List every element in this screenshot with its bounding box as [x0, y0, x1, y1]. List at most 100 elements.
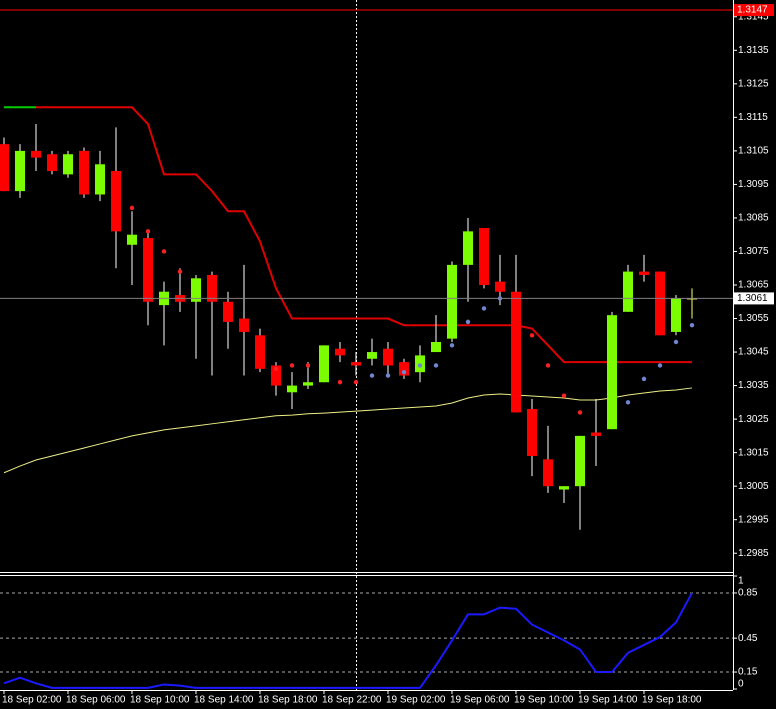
candle-body	[255, 335, 265, 369]
price-label-box	[734, 292, 774, 305]
candle-body	[0, 144, 9, 192]
candle-body	[447, 264, 457, 339]
y-tick-label: 1.3045	[738, 347, 769, 358]
candle-body	[191, 278, 201, 302]
sar-dot	[673, 339, 679, 345]
sar-dot	[353, 380, 359, 385]
x-tick-label: 18 Sep 02:00	[2, 695, 62, 706]
candle-body	[655, 271, 665, 336]
y-tick-label: 1.3145	[738, 11, 769, 22]
sar-dot	[465, 319, 471, 325]
sar-dot	[449, 343, 455, 348]
price-label-box	[734, 4, 774, 17]
sar-dot	[481, 306, 487, 311]
y-tick-label: 1.3035	[738, 380, 769, 391]
sar-dot	[161, 249, 167, 254]
candle-body	[303, 382, 313, 386]
candle-body	[15, 150, 25, 192]
candle-body	[207, 274, 217, 302]
sar-dot	[177, 269, 183, 274]
candle-body	[671, 298, 681, 332]
sar-dot	[689, 323, 695, 328]
candle-body	[271, 365, 281, 386]
y-tick-label: 1.2985	[738, 548, 769, 559]
candle-body	[639, 271, 649, 275]
candle-body	[607, 315, 617, 430]
candle-body	[351, 362, 361, 366]
sar-dot	[273, 366, 279, 372]
y-tick-label: 1.3125	[738, 78, 769, 89]
y-tick-label: 1.3025	[738, 414, 769, 425]
candle-body	[511, 291, 521, 413]
sar-dot	[129, 205, 135, 211]
candle-body	[623, 271, 633, 312]
y-tick-label: 1.3075	[738, 246, 769, 257]
x-tick-label: 19 Sep 06:00	[450, 695, 510, 706]
y-tick-label: 1.3105	[738, 146, 769, 157]
y-tick-label: 1.3085	[738, 213, 769, 224]
sar-dot	[529, 333, 535, 338]
x-tick-label: 18 Sep 14:00	[194, 695, 254, 706]
sar-dot	[577, 410, 583, 415]
candle-body	[79, 150, 89, 195]
x-tick-label: 19 Sep 02:00	[386, 695, 446, 706]
sar-dot	[657, 363, 663, 368]
y-tick-label: 0.15	[738, 667, 758, 678]
candle-body	[559, 486, 569, 490]
sar-dot	[145, 229, 151, 234]
sar-dot	[369, 373, 375, 378]
candle-body	[335, 348, 345, 356]
x-tick-label: 18 Sep 22:00	[322, 695, 382, 706]
candle-body	[223, 301, 233, 322]
oscillator-line	[3, 592, 693, 689]
candle-body	[479, 228, 489, 285]
candle-body	[543, 459, 553, 487]
candle-body	[63, 154, 73, 175]
candle-body	[287, 385, 297, 393]
sar-dot	[561, 393, 567, 398]
sar-dot	[417, 363, 423, 368]
candle-body	[47, 154, 57, 171]
candle-body	[431, 342, 441, 353]
candle-body	[143, 238, 153, 302]
candle-body	[127, 234, 137, 245]
sar-dot	[641, 376, 647, 382]
sar-dot	[401, 369, 407, 375]
y-tick-label: 0.85	[738, 588, 758, 599]
y-tick-label: 1.3055	[738, 313, 769, 324]
price-label: 1.3061	[737, 293, 768, 304]
y-tick-label: 1.3095	[738, 179, 769, 190]
candle-body	[383, 348, 393, 366]
price-panel: 1.2985 1.2995 1.3005 1.3015 1.3025 1.3035 1.30…	[0, 4, 774, 706]
candle-body	[95, 164, 105, 195]
y-tick-label: 1.3005	[738, 481, 769, 492]
sar-dot	[545, 363, 551, 368]
y-tick-label: 1.3065	[738, 280, 769, 291]
indicator-line	[3, 387, 693, 474]
y-tick-label: 1.3115	[738, 112, 768, 123]
candle-body	[527, 409, 537, 456]
candle-body	[239, 318, 249, 332]
sar-dot	[289, 363, 295, 368]
sar-dot	[337, 380, 343, 385]
candle-body	[575, 435, 585, 487]
x-tick-label: 18 Sep 18:00	[258, 695, 318, 706]
oscillator-panel: 00.15 0.45 0.851	[0, 575, 758, 690]
y-tick-label: 1.2995	[738, 514, 769, 525]
x-tick-label: 19 Sep 18:00	[642, 695, 702, 706]
candle-body	[31, 150, 41, 158]
candle-body	[367, 352, 377, 359]
candle-body	[463, 231, 473, 265]
sar-dot	[305, 363, 311, 368]
indicator-line	[36, 106, 692, 364]
y-tick-label: 0	[738, 679, 744, 690]
candle-body	[495, 281, 505, 292]
candle-body	[591, 432, 601, 436]
sar-dot	[625, 400, 631, 405]
price-label: 1.3147	[737, 5, 768, 16]
y-tick-label: 1.3135	[738, 45, 769, 56]
x-tick-label: 19 Sep 14:00	[578, 695, 638, 706]
sar-dot	[385, 373, 391, 378]
